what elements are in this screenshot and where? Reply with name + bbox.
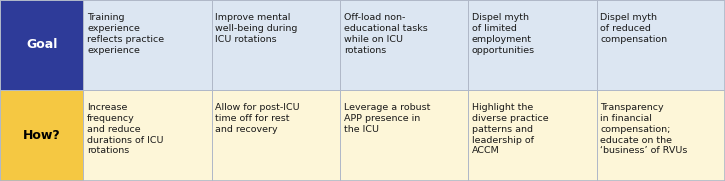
Text: Dispel myth
of limited
employment
opportunities: Dispel myth of limited employment opport… [472,13,535,54]
Text: How?: How? [22,129,61,142]
Text: Off-load non-
educational tasks
while on ICU
rotations: Off-load non- educational tasks while on… [344,13,428,54]
Bar [83,0,212,90]
Text: Improve mental
well-being during
ICU rotations: Improve mental well-being during ICU rot… [215,13,298,44]
Text: Goal: Goal [26,39,57,51]
Bar [340,0,468,90]
Bar [0,0,83,90]
Text: Increase
frequency
and reduce
durations of ICU
rotations: Increase frequency and reduce durations … [87,103,164,155]
Bar [597,90,725,181]
Bar [468,0,597,90]
Text: Dispel myth
of reduced
compensation: Dispel myth of reduced compensation [600,13,668,44]
Bar [83,90,212,181]
Bar [597,0,725,90]
Bar [0,90,83,181]
Text: Leverage a robust
APP presence in
the ICU: Leverage a robust APP presence in the IC… [344,103,430,134]
Text: Allow for post-ICU
time off for rest
and recovery: Allow for post-ICU time off for rest and… [215,103,300,134]
Bar [468,90,597,181]
Text: Training
experience
reflects practice
experience: Training experience reflects practice ex… [87,13,164,54]
Text: Transparency
in financial
compensation;
educate on the
‘business’ of RVUs: Transparency in financial compensation; … [600,103,688,155]
Bar [212,90,340,181]
Text: Highlight the
diverse practice
patterns and
leadership of
ACCM: Highlight the diverse practice patterns … [472,103,549,155]
Bar [212,0,340,90]
Bar [340,90,468,181]
